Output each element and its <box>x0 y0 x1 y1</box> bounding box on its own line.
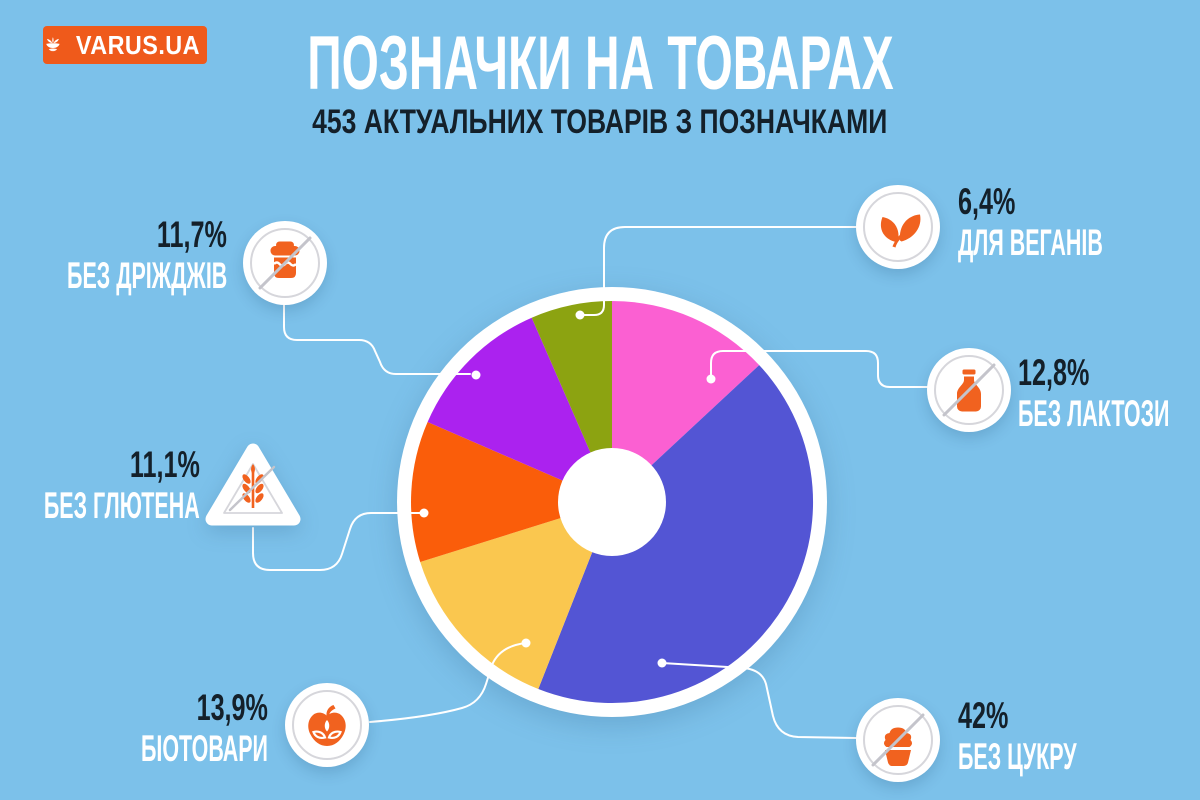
callout-lactose: 12,8% БЕЗ ЛАКТОЗИ <box>1018 352 1200 434</box>
badge-lactose <box>927 348 1011 432</box>
callout-bio-percent: 13,9% <box>196 687 268 728</box>
leader-line-gluten <box>252 512 425 571</box>
callout-yeast-label: БЕЗ ДРІЖДЖІВ <box>66 255 227 296</box>
slash-icon <box>228 465 276 512</box>
badge-gluten <box>205 443 301 526</box>
badge-vegan <box>856 185 940 269</box>
badge-yeast <box>243 221 327 305</box>
callout-yeast: 11,7% БЕЗ ДРІЖДЖІВ <box>0 214 227 296</box>
leader-lines <box>252 226 929 739</box>
varus-logo: VARUS.UA <box>43 26 207 64</box>
pie-segment-yeast-jar-crossed <box>427 317 612 502</box>
callout-gluten: 11,1% БЕЗ ГЛЮТЕНА <box>0 444 200 526</box>
callout-vegan-label: ДЛЯ ВЕГАНІВ <box>958 222 1103 263</box>
leader-line-yeast <box>283 304 471 375</box>
cupcake-icon <box>883 727 913 766</box>
leader-line-sugar <box>661 662 857 739</box>
vegan-leaves-icon <box>880 214 921 248</box>
leader-line-lactose <box>710 350 929 388</box>
pie-segment-bio-apple <box>420 502 612 689</box>
callout-lactose-label: БЕЗ ЛАКТОЗИ <box>1018 393 1170 434</box>
callout-vegan: 6,4% ДЛЯ ВЕГАНІВ <box>958 181 1200 263</box>
callout-sugar-label: БЕЗ ЦУКРУ <box>958 736 1077 777</box>
leader-line-bio <box>369 642 527 723</box>
callout-gluten-percent: 11,1% <box>130 444 200 485</box>
slash-icon <box>258 236 312 290</box>
leader-line-vegan <box>579 226 857 316</box>
badge-sugar <box>856 698 940 782</box>
pie-segment-wheat-crossed <box>411 422 612 562</box>
callout-sugar: 42% БЕЗ ЦУКРУ <box>958 695 1163 777</box>
callout-bio: 13,9% БІОТОВАРИ <box>49 687 268 769</box>
callout-sugar-percent: 42% <box>958 695 1009 736</box>
bio-apple-icon <box>308 705 346 746</box>
leader-dots <box>419 310 716 668</box>
slash-icon <box>871 713 925 767</box>
pie-segment-vegan-leaves <box>531 301 612 502</box>
slash-icon <box>942 363 996 417</box>
badge-bio <box>285 683 369 767</box>
callout-lactose-percent: 12,8% <box>1018 352 1090 393</box>
pie-center-hole <box>558 448 666 556</box>
page-subtitle: 453 АКТУАЛЬНИХ ТОВАРІВ З ПОЗНАЧКАМИ <box>312 103 888 141</box>
callout-yeast-percent: 11,7% <box>157 214 227 255</box>
pie-segment-cupcake-crossed <box>538 365 814 704</box>
page-title: ПОЗНАЧКИ НА ТОВАРАХ <box>306 21 894 106</box>
varus-flower-icon <box>46 37 60 52</box>
callout-gluten-label: БЕЗ ГЛЮТЕНА <box>44 485 200 526</box>
varus-logo-text: VARUS.UA <box>76 29 201 60</box>
callout-vegan-percent: 6,4% <box>958 181 1016 222</box>
callout-bio-label: БІОТОВАРИ <box>140 728 268 769</box>
